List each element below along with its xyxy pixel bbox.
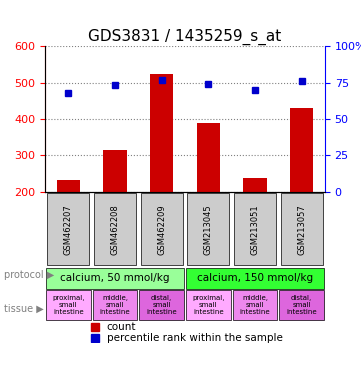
- FancyBboxPatch shape: [234, 193, 276, 265]
- Text: calcium, 150 mmol/kg: calcium, 150 mmol/kg: [197, 273, 313, 283]
- Text: distal,
small
intestine: distal, small intestine: [146, 295, 177, 315]
- Bar: [232, 290, 277, 320]
- Text: count: count: [107, 322, 136, 332]
- Text: GSM462209: GSM462209: [157, 204, 166, 255]
- Bar: [103, 150, 127, 192]
- Text: protocol ▶: protocol ▶: [4, 270, 54, 280]
- Text: percentile rank within the sample: percentile rank within the sample: [107, 333, 283, 343]
- FancyBboxPatch shape: [47, 193, 90, 265]
- Bar: [46, 290, 91, 320]
- Text: middle,
small
intestine: middle, small intestine: [100, 295, 130, 315]
- Bar: [243, 178, 267, 192]
- Text: proximal,
small
intestine: proximal, small intestine: [52, 295, 85, 315]
- FancyBboxPatch shape: [94, 193, 136, 265]
- FancyBboxPatch shape: [141, 193, 183, 265]
- FancyBboxPatch shape: [280, 193, 323, 265]
- Text: GSM462208: GSM462208: [110, 204, 119, 255]
- Text: distal,
small
intestine: distal, small intestine: [286, 295, 317, 315]
- Text: GSM213051: GSM213051: [251, 204, 260, 255]
- Bar: [279, 290, 324, 320]
- Bar: [57, 180, 80, 192]
- Text: GSM462207: GSM462207: [64, 204, 73, 255]
- Bar: [46, 268, 184, 288]
- Bar: [197, 123, 220, 192]
- Text: calcium, 50 mmol/kg: calcium, 50 mmol/kg: [60, 273, 170, 283]
- Bar: [93, 290, 138, 320]
- Text: GSM213045: GSM213045: [204, 204, 213, 255]
- Title: GDS3831 / 1435259_s_at: GDS3831 / 1435259_s_at: [88, 28, 282, 45]
- Bar: [186, 290, 231, 320]
- Text: proximal,
small
intestine: proximal, small intestine: [192, 295, 225, 315]
- Bar: [290, 108, 313, 192]
- Text: GSM213057: GSM213057: [297, 204, 306, 255]
- Text: middle,
small
intestine: middle, small intestine: [240, 295, 270, 315]
- Bar: [139, 290, 184, 320]
- Bar: [186, 268, 324, 288]
- FancyBboxPatch shape: [187, 193, 229, 265]
- Bar: [150, 74, 173, 192]
- Text: tissue ▶: tissue ▶: [4, 304, 43, 314]
